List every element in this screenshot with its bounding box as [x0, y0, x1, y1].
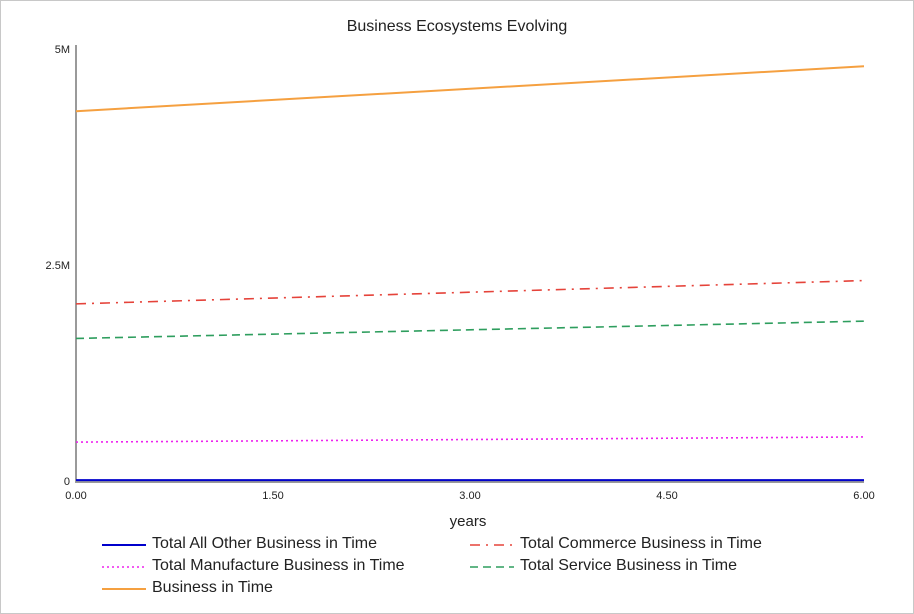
legend-item: Total Commerce Business in Time	[468, 534, 908, 556]
y-tick-label: 0	[64, 476, 70, 488]
x-axis-title: years	[450, 513, 487, 530]
x-tick-label: 3.00	[459, 490, 480, 502]
chart-title: Business Ecosystems Evolving	[346, 18, 568, 35]
x-tick-label: 4.50	[656, 490, 677, 502]
x-tick-label: 1.50	[262, 490, 283, 502]
x-tick-label: 6.00	[853, 490, 874, 502]
legend-item: Business in Time	[100, 578, 540, 600]
y-tick-label: 2.5M	[46, 260, 70, 272]
legend-swatch	[102, 544, 146, 546]
legend-label: Total Commerce Business in Time	[520, 535, 762, 552]
legend-item: Total All Other Business in Time	[100, 534, 540, 556]
plot-area: 0.00 1.50 3.00 4.50 6.00 0 2.5M 5M years	[46, 44, 875, 530]
axes	[75, 45, 864, 483]
x-tick-label: 0.00	[65, 490, 86, 502]
ticks-layer: 0.00 1.50 3.00 4.50 6.00 0 2.5M 5M	[46, 44, 875, 502]
y-tick-label: 5M	[55, 44, 70, 56]
series-line-2	[75, 279, 865, 305]
series-layer	[75, 65, 865, 482]
legend-swatch	[102, 566, 146, 568]
legend-label: Business in Time	[152, 579, 273, 596]
series-line-4	[75, 320, 865, 340]
legend-swatch	[102, 588, 146, 590]
legend-item: Total Manufacture Business in Time	[100, 556, 540, 578]
legend-label: Total All Other Business in Time	[152, 535, 377, 552]
legend-swatch	[470, 566, 514, 568]
legend-item: Total Service Business in Time	[468, 556, 908, 578]
legend-swatch	[470, 544, 514, 546]
series-line-3	[75, 436, 865, 443]
legend-label: Total Service Business in Time	[520, 557, 737, 574]
series-line-5	[75, 65, 865, 113]
legend-label: Total Manufacture Business in Time	[152, 557, 405, 574]
